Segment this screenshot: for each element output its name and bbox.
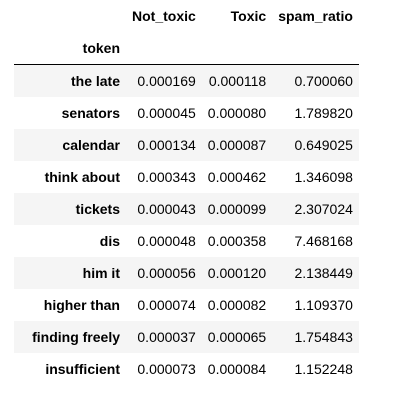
row-index-token: dis <box>99 232 120 249</box>
cell-not-toxic: 0.000073 <box>137 360 196 377</box>
index-name-header: token <box>82 40 120 56</box>
cell-not-toxic: 0.000074 <box>137 296 196 313</box>
cell-toxic: 0.000462 <box>207 168 267 185</box>
cell-spam-ratio: 2.307024 <box>294 200 353 217</box>
row-index-token: the late <box>70 72 120 89</box>
cell-spam-ratio: 0.700060 <box>294 72 353 89</box>
cell-not-toxic: 0.000043 <box>137 200 196 217</box>
table-row: think about 0.000343 0.000462 1.346098 <box>14 160 359 193</box>
cell-toxic: 0.000065 <box>207 328 267 345</box>
dataframe-table: Not_toxic Toxic spam_ratio token the lat… <box>14 0 359 385</box>
cell-not-toxic: 0.000048 <box>137 232 196 249</box>
cell-spam-ratio: 1.152248 <box>294 360 353 377</box>
column-header-row: Not_toxic Toxic spam_ratio <box>14 0 359 32</box>
row-index-token: higher than <box>43 296 120 313</box>
row-index-token: think about <box>44 168 120 185</box>
table-row: finding freely 0.000037 0.000065 1.754843 <box>14 320 359 353</box>
cell-toxic: 0.000080 <box>207 104 267 121</box>
table-row: tickets 0.000043 0.000099 2.307024 <box>14 192 359 225</box>
table-row: the late 0.000169 0.000118 0.700060 <box>14 64 359 97</box>
cell-spam-ratio: 2.138449 <box>294 264 353 281</box>
cell-not-toxic: 0.000037 <box>137 328 196 345</box>
cell-toxic: 0.000084 <box>207 360 267 377</box>
column-header-toxic: Toxic <box>230 8 267 24</box>
cell-toxic: 0.000118 <box>208 72 267 89</box>
cell-not-toxic: 0.000056 <box>137 264 196 281</box>
table-row: him it 0.000056 0.000120 2.138449 <box>14 256 359 289</box>
cell-not-toxic: 0.000134 <box>137 136 196 153</box>
row-index-token: insufficient <box>45 360 120 377</box>
index-corner-cell <box>14 0 126 32</box>
row-index-token: tickets <box>75 200 120 217</box>
cell-toxic: 0.000082 <box>207 296 267 313</box>
cell-not-toxic: 0.000045 <box>137 104 196 121</box>
table-row: higher than 0.000074 0.000082 1.109370 <box>14 288 359 321</box>
cell-spam-ratio: 1.109370 <box>294 296 353 313</box>
cell-toxic: 0.000358 <box>207 232 267 249</box>
index-name-row: token <box>14 32 359 65</box>
table-row: dis 0.000048 0.000358 7.468168 <box>14 224 359 257</box>
cell-toxic: 0.000099 <box>207 200 267 217</box>
row-index-token: finding freely <box>32 328 120 345</box>
cell-spam-ratio: 1.346098 <box>294 168 353 185</box>
cell-toxic: 0.000087 <box>207 136 267 153</box>
table-row: calendar 0.000134 0.000087 0.649025 <box>14 128 359 161</box>
table-body: the late 0.000169 0.000118 0.700060 senators… <box>14 64 359 385</box>
row-index-token: senators <box>61 104 120 121</box>
table-row: senators 0.000045 0.000080 1.789820 <box>14 96 359 129</box>
column-header-spam-ratio: spam_ratio <box>278 8 353 24</box>
cell-spam-ratio: 1.789820 <box>294 104 353 121</box>
cell-spam-ratio: 0.649025 <box>294 136 353 153</box>
row-index-token: him it <box>82 264 120 281</box>
dataframe-output: Not_toxic Toxic spam_ratio token the lat… <box>14 0 359 385</box>
table-row: insufficient 0.000073 0.000084 1.152248 <box>14 352 359 385</box>
cell-toxic: 0.000120 <box>207 264 267 281</box>
cell-not-toxic: 0.000169 <box>137 72 196 89</box>
row-index-token: calendar <box>62 136 120 153</box>
column-header-not-toxic: Not_toxic <box>132 8 196 24</box>
cell-spam-ratio: 7.468168 <box>294 232 353 249</box>
cell-not-toxic: 0.000343 <box>137 168 196 185</box>
cell-spam-ratio: 1.754843 <box>294 328 353 345</box>
